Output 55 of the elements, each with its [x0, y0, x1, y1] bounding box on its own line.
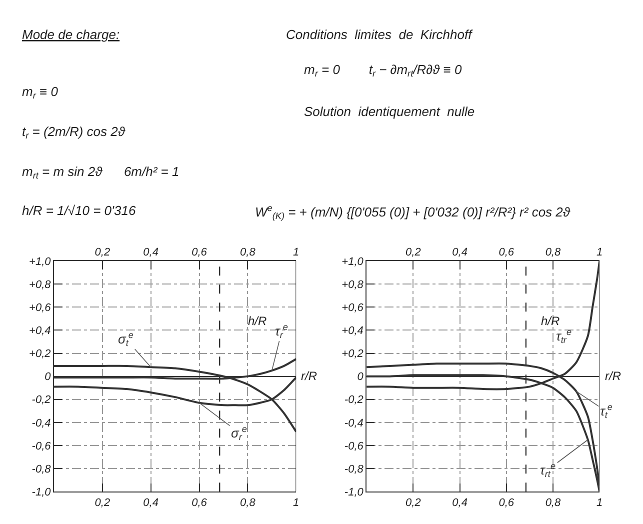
y-tick-label: -0,6 — [32, 440, 52, 452]
y-tick-label: -0,2 — [32, 394, 51, 406]
y-tick-label: -1,0 — [32, 486, 52, 498]
y-tick-label: -0,8 — [32, 463, 52, 476]
y-tick-label: -1,0 — [344, 486, 364, 498]
y-tick-label: 0 — [357, 371, 364, 384]
x-tick-label: 0,6 — [192, 246, 208, 259]
x-axis-title: r/R — [605, 369, 622, 383]
x-tick-label: 0,4 — [143, 246, 158, 259]
y-tick-label: 0 — [44, 371, 52, 384]
y-tick-label: +0,8 — [29, 278, 52, 291]
x2-tick-label: 0,6 — [192, 496, 208, 509]
y-tick-label: -0,6 — [344, 440, 364, 452]
x-tick-label: 0,8 — [240, 246, 256, 259]
text: W$^{e}$$_{(K)}$ = + (m/N) {[0'055 (0)] + [0'032 (0)] r²/R²} r² cos 2ϑ — [255, 203, 571, 222]
x2-tick-label: 0,4 — [452, 496, 468, 509]
x-tick-label: 0,6 — [498, 246, 515, 259]
x-axis-title: r/R — [301, 369, 318, 383]
x2-tick-label: 0,6 — [498, 496, 515, 509]
y-tick-label: +0,6 — [342, 302, 364, 314]
y-tick-label: +0,2 — [29, 348, 51, 360]
x-tick-label: 0,2 — [94, 246, 110, 259]
x-tick-label: 1 — [293, 246, 300, 259]
text: Mode de charge: — [22, 27, 120, 42]
text: m$_{rt}$ = m sin 2ϑ 6m/h² = 1 — [22, 164, 180, 181]
y-tick-label: -0,2 — [344, 394, 364, 406]
y-tick-label: +0,8 — [342, 278, 364, 291]
y-tick-label: +0,6 — [29, 302, 52, 314]
x2-tick-label: 0,2 — [406, 496, 421, 509]
text: h/R = 1/√10 = 0'316 — [22, 203, 136, 218]
y-tick-label: +0,2 — [342, 348, 364, 360]
y-tick-label: -0,8 — [344, 463, 364, 476]
x2-tick-label: 0,8 — [240, 496, 256, 509]
y-tick-label: -0,4 — [32, 417, 51, 430]
annotation: h/R — [541, 314, 560, 328]
text: Solution identiquement nulle — [304, 104, 475, 119]
y-tick-label: +0,4 — [342, 325, 364, 338]
x-tick-label: 0,4 — [452, 246, 468, 259]
x-tick-label: 1 — [596, 246, 603, 259]
text: Conditions limites de Kirchhoff — [286, 27, 474, 42]
x2-tick-label: 0,4 — [143, 496, 158, 509]
annotation: h/R — [248, 314, 268, 328]
x2-tick-label: 0,8 — [545, 496, 562, 509]
y-tick-label: +0,4 — [29, 325, 51, 338]
text: m$_{r}$ ≡ 0 — [22, 84, 59, 101]
x2-tick-label: 0,2 — [94, 496, 110, 509]
x-tick-label: 0,2 — [406, 246, 421, 259]
text: t$_{r}$ = (2m/R) cos 2ϑ — [22, 124, 126, 141]
text: m$_{r}$ = 0 t$_{r}$ − ∂m$_{rt}$/R∂ϑ ≡ 0 — [304, 62, 462, 79]
x2-tick-label: 1 — [596, 496, 603, 509]
y-tick-label: +1,0 — [29, 256, 52, 268]
x2-tick-label: 1 — [293, 496, 300, 509]
x-tick-label: 0,8 — [545, 246, 562, 259]
y-tick-label: -0,4 — [344, 417, 364, 430]
y-tick-label: +1,0 — [342, 256, 364, 268]
